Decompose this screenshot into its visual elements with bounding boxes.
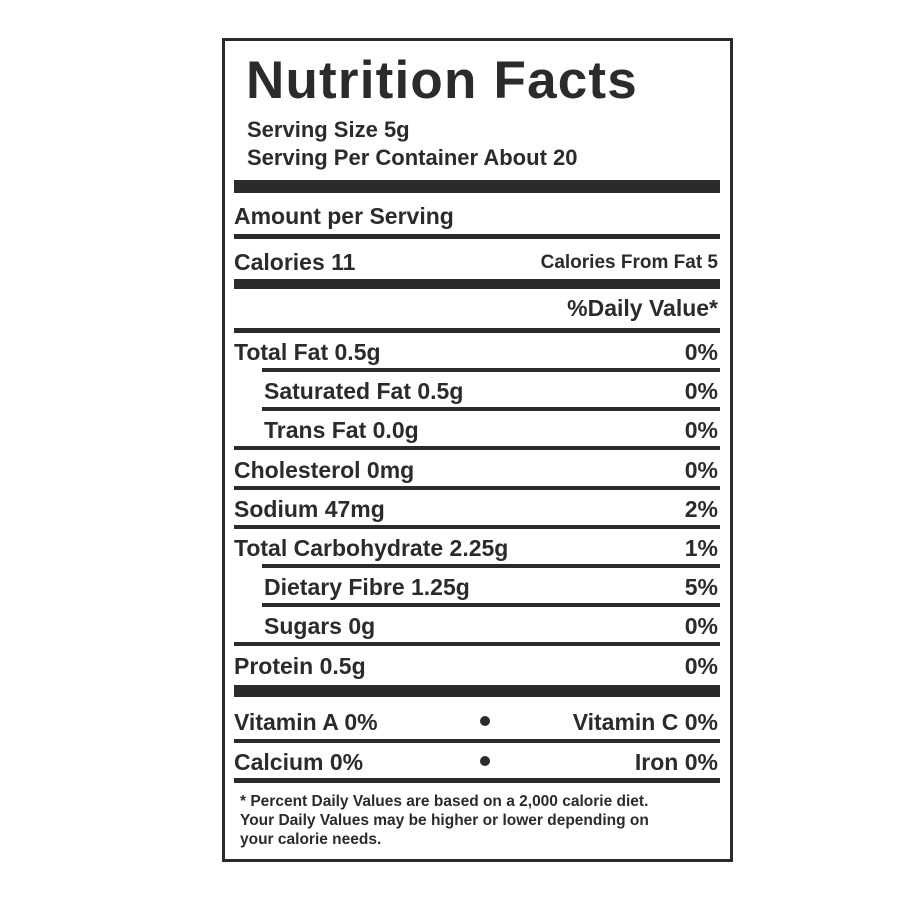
nutrient-label: Cholesterol 0mg bbox=[234, 456, 415, 483]
nutrient-label: Total Fat 0.5g bbox=[234, 339, 381, 365]
nutrient-label: Protein 0.5g bbox=[234, 652, 366, 679]
calories: Calories 11 bbox=[234, 249, 356, 275]
rule bbox=[262, 407, 720, 412]
serving-size: Serving Size 5g bbox=[247, 117, 410, 142]
footnote: your calorie needs. bbox=[240, 831, 382, 848]
nutrient-daily-value: 0% bbox=[684, 339, 718, 365]
nutrient-daily-value: 5% bbox=[684, 574, 718, 601]
footnote: Your Daily Values may be higher or lower… bbox=[240, 812, 649, 829]
thick-rule bbox=[234, 685, 720, 697]
servings-per-container: Serving Per Container About 20 bbox=[247, 145, 578, 170]
rule bbox=[234, 778, 720, 783]
nutrient-label: Sodium 47mg bbox=[234, 495, 385, 522]
rule bbox=[234, 524, 720, 529]
rule bbox=[262, 564, 720, 568]
thick-rule bbox=[234, 180, 720, 193]
vitamin: Vitamin C 0% bbox=[572, 709, 718, 735]
nutrient-label: Sugars 0g bbox=[264, 613, 376, 640]
label-border bbox=[222, 38, 733, 862]
vitamin: Vitamin A 0% bbox=[234, 709, 378, 735]
rule bbox=[262, 603, 720, 608]
amount-per-serving: Amount per Serving bbox=[234, 203, 454, 229]
vitamin: Iron 0% bbox=[634, 749, 718, 775]
rule bbox=[262, 368, 720, 372]
rule bbox=[234, 739, 720, 743]
title: Nutrition Facts bbox=[246, 51, 638, 110]
nutrient-daily-value: 0% bbox=[684, 652, 718, 679]
bullet bbox=[480, 716, 490, 726]
rule bbox=[234, 328, 720, 333]
daily-value-header: %Daily Value* bbox=[567, 295, 718, 321]
nutrient-label: Dietary Fibre 1.25g bbox=[264, 574, 470, 601]
nutrient-daily-value: 2% bbox=[684, 495, 718, 522]
bullet bbox=[480, 756, 490, 766]
nutrient-label: Total Carbohydrate 2.25g bbox=[234, 535, 509, 561]
nutrient-daily-value: 0% bbox=[684, 456, 718, 483]
nutrient-daily-value: 0% bbox=[684, 613, 718, 640]
nutrient-daily-value: 0% bbox=[684, 378, 718, 405]
rule bbox=[234, 485, 720, 490]
nutrient-daily-value: 0% bbox=[684, 417, 718, 444]
rule bbox=[234, 234, 720, 239]
calories-from-fat: Calories From Fat 5 bbox=[540, 252, 718, 273]
nutrient-label: Saturated Fat 0.5g bbox=[264, 378, 464, 405]
rule bbox=[234, 446, 720, 451]
rule bbox=[234, 642, 720, 647]
nutrient-daily-value: 1% bbox=[684, 535, 718, 561]
footnote: * Percent Daily Values are based on a 2,… bbox=[240, 793, 649, 810]
nutrient-label: Trans Fat 0.0g bbox=[264, 417, 419, 444]
thick-rule bbox=[234, 279, 720, 289]
vitamin: Calcium 0% bbox=[234, 749, 364, 775]
